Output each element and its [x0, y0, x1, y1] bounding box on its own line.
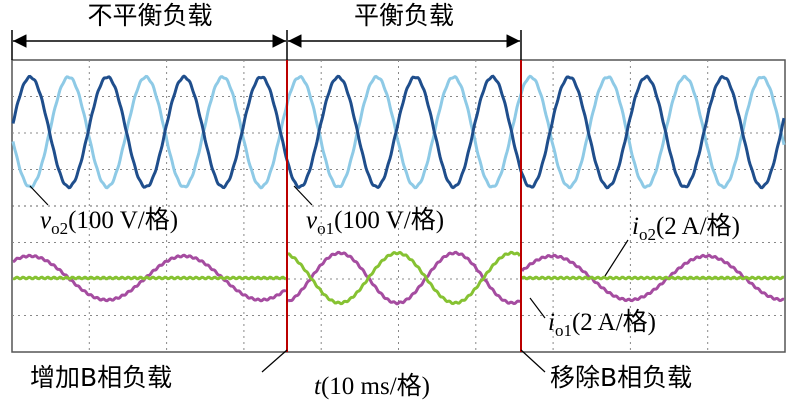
current-trace: [12, 275, 287, 281]
event-label: 移除B相负载: [550, 363, 692, 392]
waveforms: [11, 74, 786, 306]
signal-label: io2(2 A/格): [632, 212, 740, 244]
current-trace: [12, 253, 287, 303]
signal-label: io1(2 A/格): [548, 308, 656, 340]
current-trace: [287, 250, 521, 306]
region-label: 平衡负载: [354, 1, 454, 30]
region-markers: [11, 30, 522, 60]
region-label: 不平衡负载: [87, 1, 212, 30]
current-trace: [520, 253, 785, 303]
current-trace: [287, 250, 522, 306]
leader-lines: [29, 185, 629, 373]
voltage-trace: [11, 74, 786, 190]
signal-label: vo2(100 V/格): [40, 206, 178, 238]
signal-label: vo1(100 V/格): [306, 206, 444, 238]
current-trace: [521, 275, 785, 281]
event-label: 增加B相负载: [30, 363, 172, 392]
voltage-trace: [11, 74, 786, 190]
axis-label: t(10 ms/格): [314, 372, 430, 400]
